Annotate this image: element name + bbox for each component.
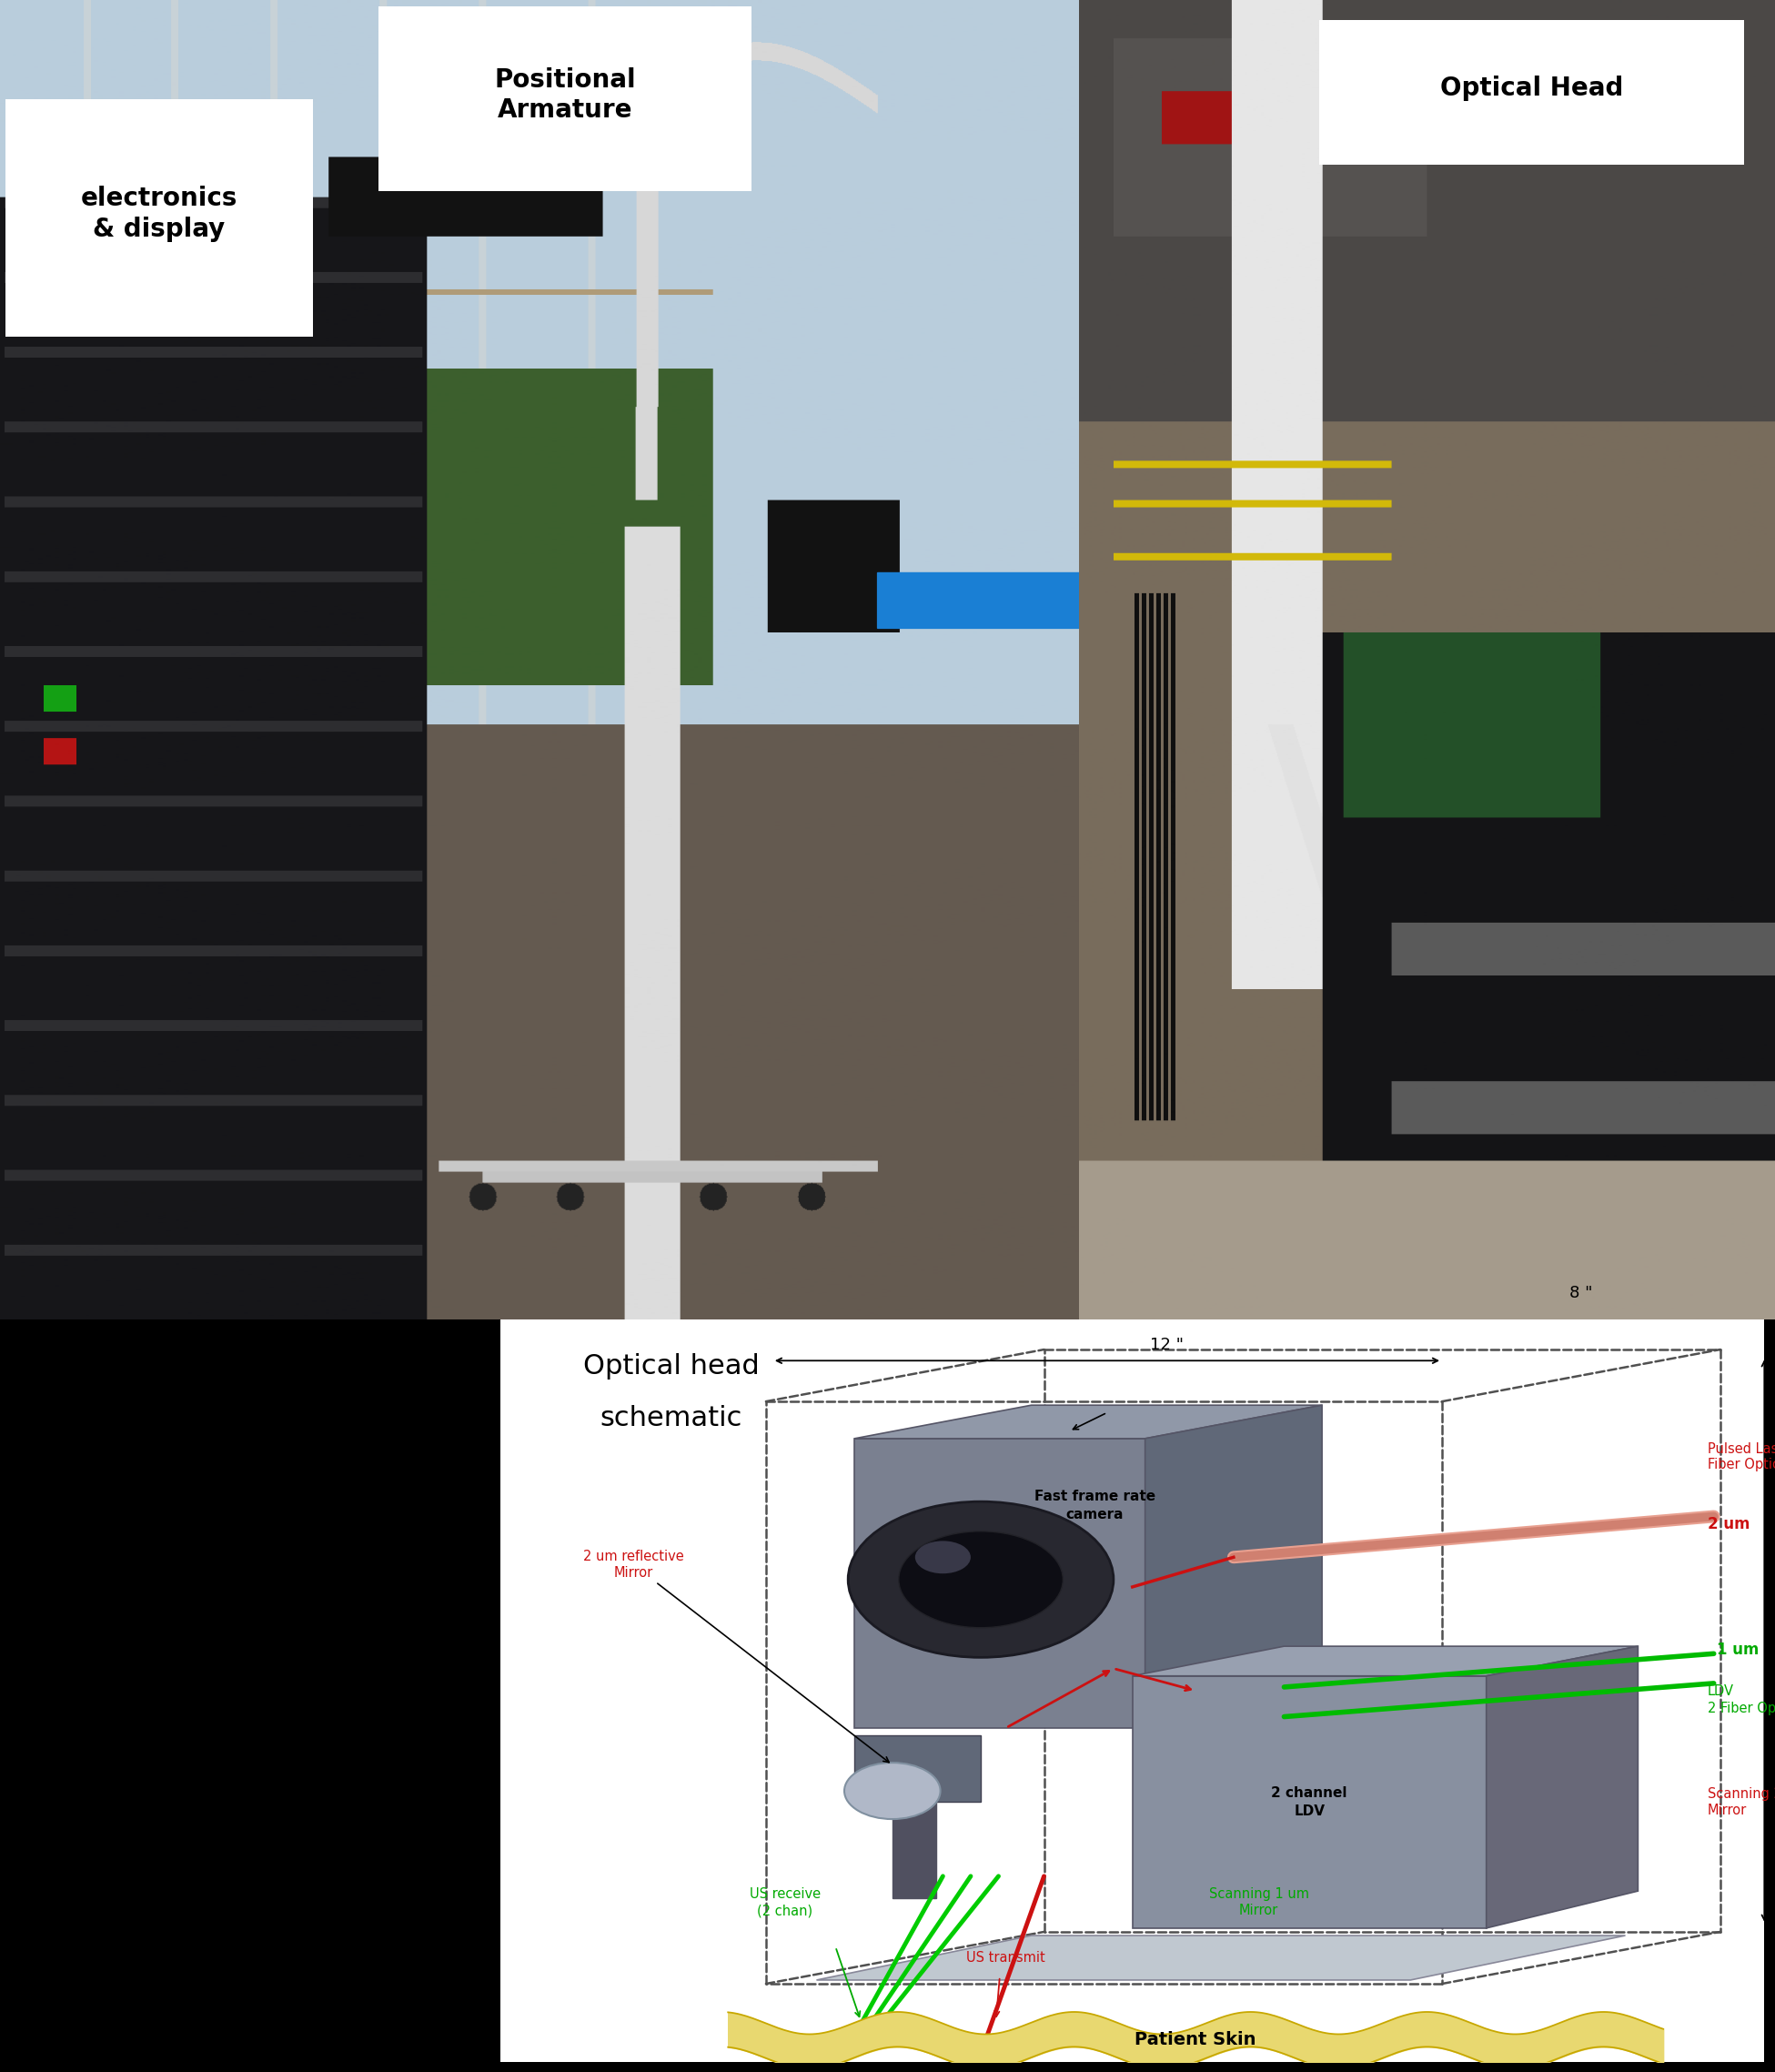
FancyBboxPatch shape: [5, 99, 312, 336]
Text: 8 ": 8 ": [1569, 1285, 1592, 1301]
Circle shape: [898, 1531, 1063, 1629]
Bar: [893, 1803, 937, 1898]
Text: Scanning 1 um
Mirror: Scanning 1 um Mirror: [1209, 1888, 1308, 1917]
Circle shape: [916, 1542, 971, 1573]
Circle shape: [848, 1502, 1113, 1658]
Text: electronics
& display: electronics & display: [80, 184, 238, 242]
FancyBboxPatch shape: [378, 6, 751, 191]
Polygon shape: [1145, 1405, 1322, 1728]
Text: Pulsed Laser
Fiber Optic: Pulsed Laser Fiber Optic: [1708, 1442, 1775, 1471]
Text: 2 um reflective
Mirror: 2 um reflective Mirror: [582, 1550, 889, 1763]
Text: 1 um: 1 um: [1716, 1641, 1759, 1658]
Text: Scanning 2 um
Mirror: Scanning 2 um Mirror: [1708, 1786, 1775, 1817]
Text: LDV
2 Fiber Optic: LDV 2 Fiber Optic: [1708, 1685, 1775, 1716]
Text: 12 ": 12 ": [1150, 1336, 1184, 1353]
Text: Patient Skin: Patient Skin: [1134, 2031, 1257, 2049]
Bar: [1079, 0, 1775, 93]
Polygon shape: [854, 1438, 1145, 1728]
Text: US transmit: US transmit: [967, 1952, 1045, 1964]
FancyBboxPatch shape: [1319, 21, 1743, 166]
Text: 2 um: 2 um: [1708, 1515, 1750, 1531]
Polygon shape: [854, 1734, 982, 1803]
Polygon shape: [854, 1405, 1322, 1438]
Polygon shape: [817, 1935, 1626, 1981]
Text: US receive
(2 chan): US receive (2 chan): [749, 1888, 820, 1917]
Text: 2 channel
LDV: 2 channel LDV: [1271, 1786, 1347, 1817]
Polygon shape: [1486, 1647, 1638, 1929]
Polygon shape: [1132, 1676, 1486, 1929]
Text: Optical Head: Optical Head: [1440, 77, 1622, 102]
Polygon shape: [1132, 1647, 1638, 1676]
FancyArrow shape: [877, 553, 1173, 649]
Circle shape: [845, 1763, 941, 1819]
Text: Positional
Armature: Positional Armature: [493, 68, 635, 122]
Text: Optical head: Optical head: [582, 1353, 760, 1380]
Text: Fast frame rate
camera: Fast frame rate camera: [1035, 1490, 1156, 1521]
Text: schematic: schematic: [600, 1405, 742, 1432]
